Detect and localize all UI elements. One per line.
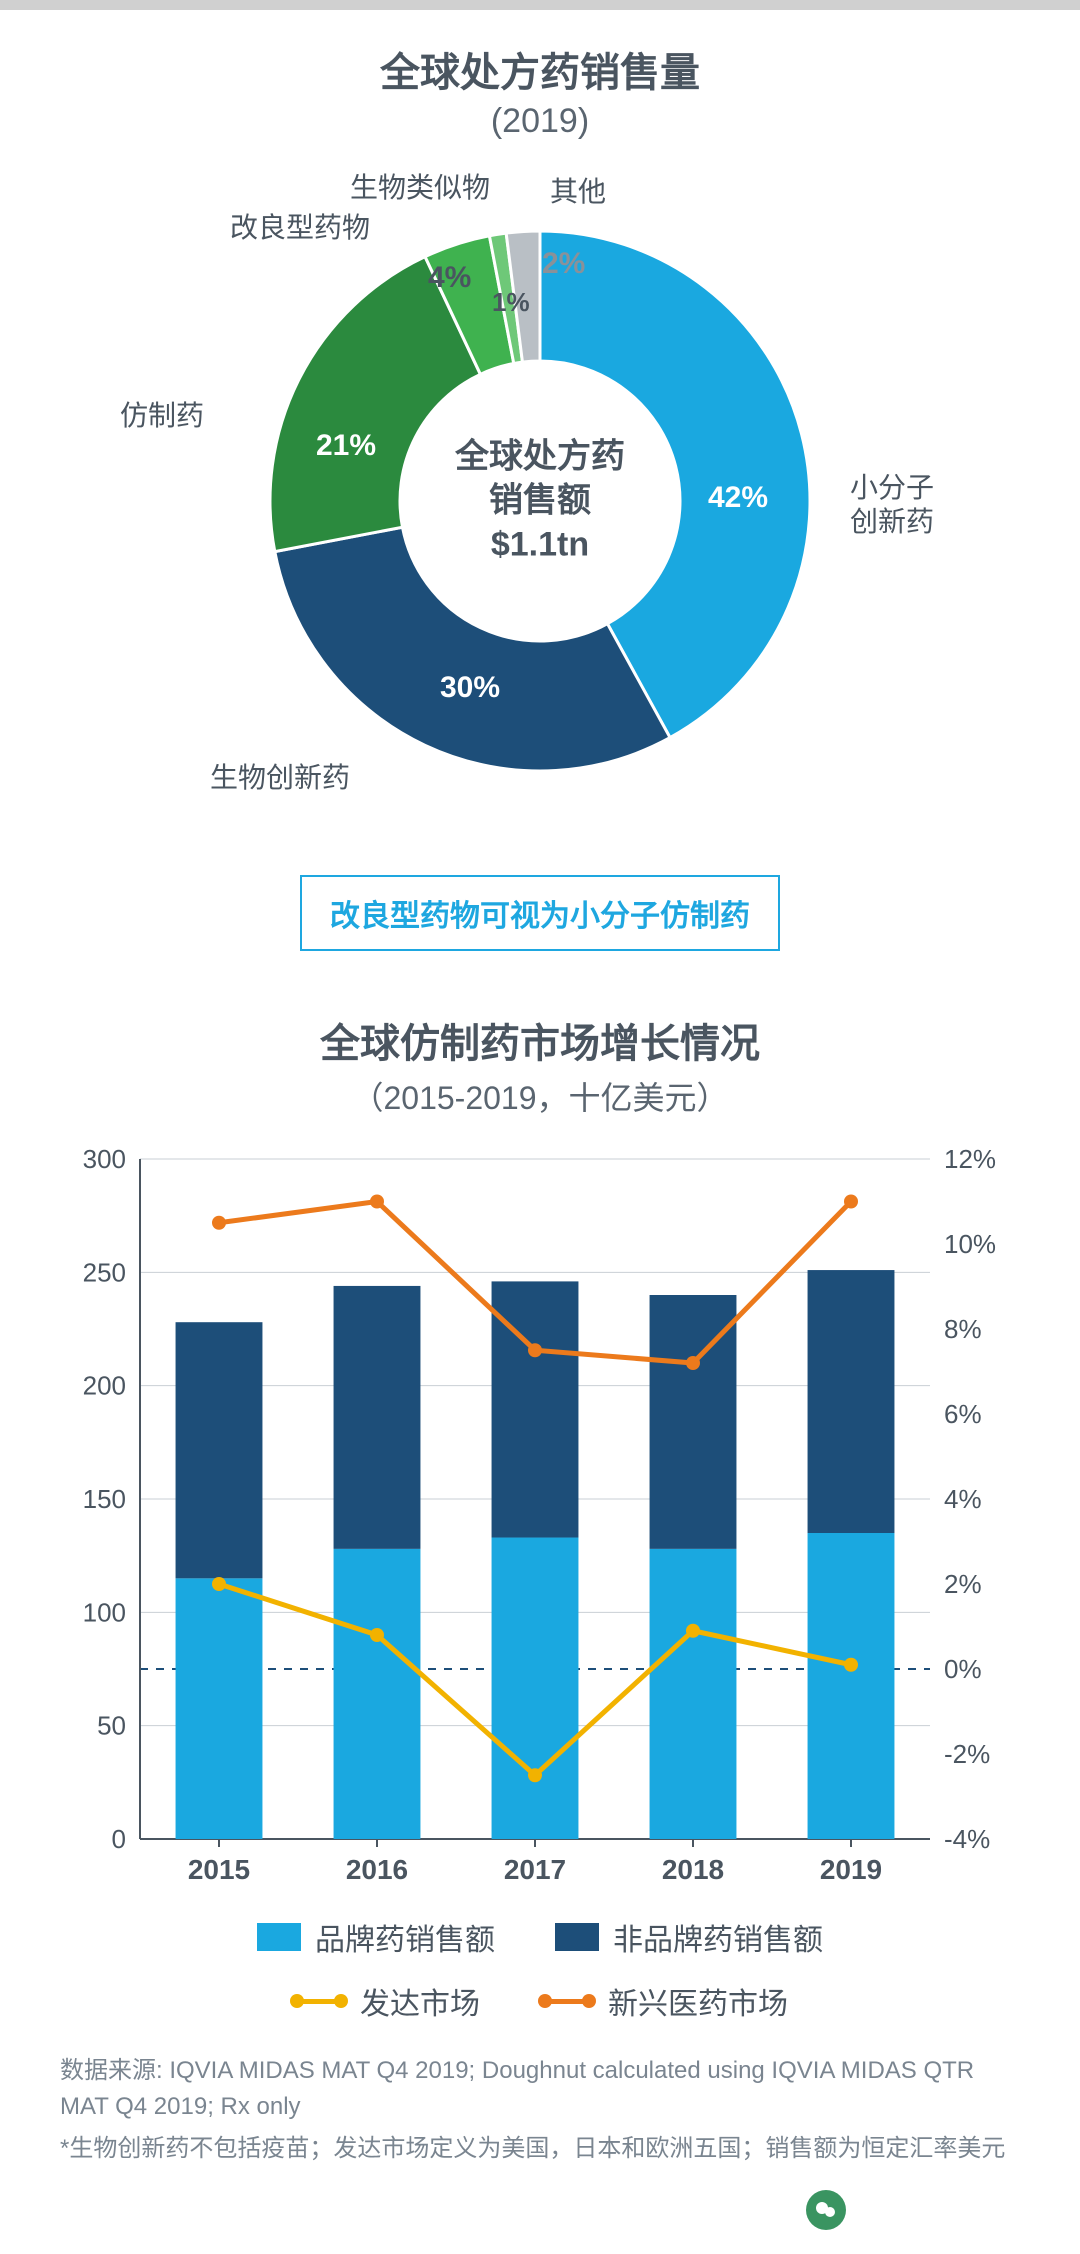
marker-developed [212, 1577, 226, 1591]
svg-text:0: 0 [112, 1824, 126, 1854]
svg-text:12%: 12% [944, 1144, 996, 1174]
svg-text:8%: 8% [944, 1314, 982, 1344]
marker-developed [370, 1628, 384, 1642]
marker-developed [844, 1658, 858, 1672]
marker-emerging [370, 1195, 384, 1209]
bar-nonbrand [176, 1322, 263, 1578]
svg-text:50: 50 [97, 1711, 126, 1741]
top-divider [0, 0, 1080, 10]
bar-brand [492, 1538, 579, 1839]
marker-emerging [844, 1195, 858, 1209]
legend-brand-label: 品牌药销售额 [315, 1915, 495, 1959]
donut-title: 全球处方药销售量 [60, 40, 1020, 98]
pct-biosimilar: 1% [492, 287, 530, 318]
donut-callout: 改良型药物可视为小分子仿制药 [300, 875, 780, 951]
donut-subtitle: (2019) [60, 102, 1020, 141]
line-swatch-developed [292, 1999, 346, 2004]
combo-section: 全球仿制药市场增长情况 （2015-2019，十亿美元） 0 50 100 150 20… [0, 1011, 1080, 2023]
svg-text:2016: 2016 [346, 1854, 408, 1885]
donut-center-l2: 销售额 [410, 479, 670, 523]
svg-text:10%: 10% [944, 1229, 996, 1259]
footnote-2: *生物创新药不包括疫苗；发达市场定义为美国，日本和欧洲五国；销售额为恒定汇率美元 [0, 2131, 1080, 2167]
legend-developed-label: 发达市场 [360, 1979, 480, 2023]
donut-chart: 全球处方药 销售额 $1.1tn 小分子创新药 生物创新药 仿制药 改良型药物 … [60, 151, 1020, 851]
legend-emerging-label: 新兴医药市场 [608, 1979, 788, 2023]
donut-center-text: 全球处方药 销售额 $1.1tn [410, 435, 670, 568]
watermark: IQVIA艾昆纬咨询 [806, 2190, 1040, 2230]
line-swatch-emerging [540, 1999, 594, 2004]
marker-developed [686, 1624, 700, 1638]
legend-brand: 品牌药销售额 [257, 1915, 495, 1959]
label-small-molecule: 小分子创新药 [850, 471, 934, 538]
svg-text:150: 150 [83, 1484, 126, 1514]
label-improved: 改良型药物 [230, 211, 370, 245]
svg-text:200: 200 [83, 1371, 126, 1401]
svg-text:250: 250 [83, 1257, 126, 1287]
pct-other: 2% [542, 247, 585, 281]
legend-row-2: 发达市场 新兴医药市场 [60, 1979, 1020, 2023]
svg-text:-2%: -2% [944, 1739, 990, 1769]
bar-nonbrand [334, 1286, 421, 1549]
combo-subtitle: （2015-2019，十亿美元） [60, 1073, 1020, 1119]
combo-chart: 0 50 100 150 200 250 300 -4% -2% 0% 2% 4% 6% 8% 10% 12%… [60, 1139, 1020, 1899]
svg-text:2017: 2017 [504, 1854, 566, 1885]
bar-brand [334, 1549, 421, 1839]
bar-brand [176, 1578, 263, 1839]
bar-brand [650, 1549, 737, 1839]
label-biosimilar: 生物类似物 [350, 171, 490, 205]
svg-text:2018: 2018 [662, 1854, 724, 1885]
marker-developed [528, 1768, 542, 1782]
legend-nonbrand-label: 非品牌药销售额 [613, 1915, 823, 1959]
donut-center-l1: 全球处方药 [410, 435, 670, 479]
combo-svg: 0 50 100 150 200 250 300 -4% -2% 0% 2% 4% 6% 8% 10% 12%… [60, 1139, 1020, 1899]
svg-text:100: 100 [83, 1597, 126, 1627]
svg-text:4%: 4% [944, 1484, 982, 1514]
legend-nonbrand: 非品牌药销售额 [555, 1915, 823, 1959]
pct-generic: 21% [316, 429, 376, 463]
donut-center-l3: $1.1tn [410, 523, 670, 567]
bar-nonbrand [808, 1270, 895, 1533]
legend-developed: 发达市场 [292, 1979, 480, 2023]
wechat-icon [806, 2190, 846, 2230]
pct-small-molecule: 42% [708, 481, 768, 515]
legend-row-1: 品牌药销售额 非品牌药销售额 [60, 1915, 1020, 1959]
swatch-nonbrand [555, 1923, 599, 1951]
marker-emerging [686, 1356, 700, 1370]
svg-text:0%: 0% [944, 1654, 982, 1684]
swatch-brand [257, 1923, 301, 1951]
svg-text:2019: 2019 [820, 1854, 882, 1885]
svg-text:-4%: -4% [944, 1824, 990, 1854]
legend-emerging: 新兴医药市场 [540, 1979, 788, 2023]
svg-text:2%: 2% [944, 1569, 982, 1599]
donut-section: 全球处方药销售量 (2019) 全球处方药 销售额 $1.1tn 小分子创新药 … [0, 40, 1080, 951]
label-generic: 仿制药 [120, 399, 204, 433]
bar-brand [808, 1533, 895, 1839]
combo-title: 全球仿制药市场增长情况 [60, 1011, 1020, 1069]
label-other: 其他 [550, 175, 606, 209]
pct-bio-innov: 30% [440, 671, 500, 705]
footnote-1: 数据来源: IQVIA MIDAS MAT Q4 2019; Doughnut … [0, 2053, 1080, 2125]
marker-emerging [212, 1216, 226, 1230]
watermark-text: IQVIA艾昆纬咨询 [856, 2193, 1040, 2228]
svg-text:2015: 2015 [188, 1854, 250, 1885]
pct-improved: 4% [428, 261, 471, 295]
label-bio-innov: 生物创新药 [210, 761, 350, 795]
svg-text:300: 300 [83, 1144, 126, 1174]
svg-text:6%: 6% [944, 1399, 982, 1429]
marker-emerging [528, 1343, 542, 1357]
